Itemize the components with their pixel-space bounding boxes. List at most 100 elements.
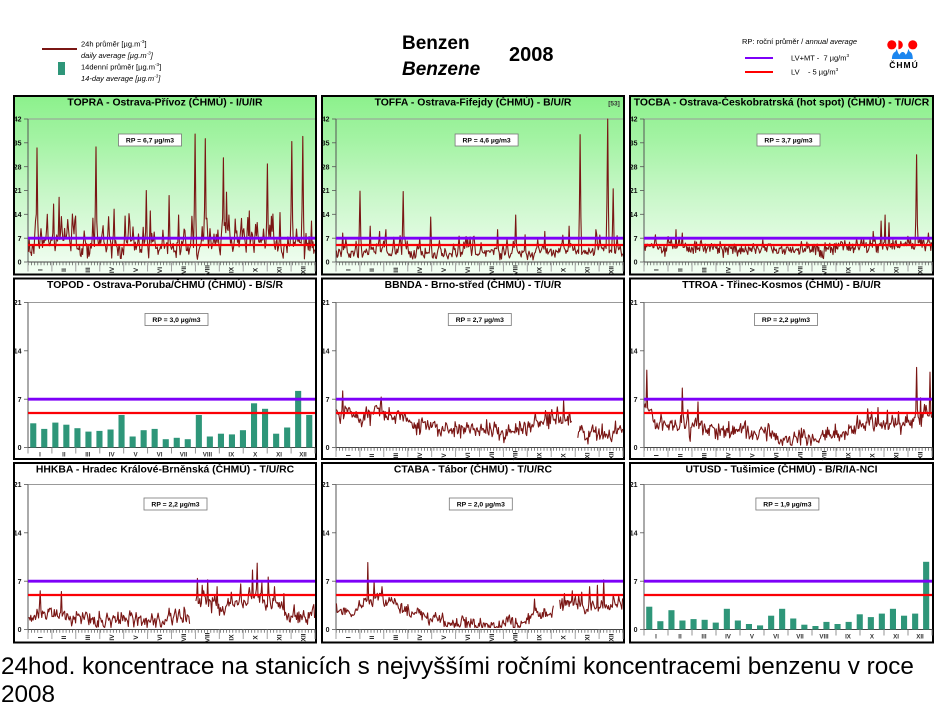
svg-text:21: 21 <box>14 300 22 307</box>
svg-text:BBNDA - Brno-střed (ČHMÚ) - T/: BBNDA - Brno-střed (ČHMÚ) - T/U/R <box>385 278 562 291</box>
svg-text:XII: XII <box>300 633 307 641</box>
svg-text:V: V <box>134 452 139 459</box>
svg-text:35: 35 <box>14 140 22 147</box>
svg-text:V: V <box>749 267 756 272</box>
svg-text:VII: VII <box>181 633 188 641</box>
svg-text:14: 14 <box>14 530 22 537</box>
svg-text:II: II <box>677 268 684 272</box>
svg-text:II: II <box>369 268 376 272</box>
svg-text:0: 0 <box>326 627 330 634</box>
svg-text:VII: VII <box>796 634 804 641</box>
svg-text:RP = 6,7 µg/m3: RP = 6,7 µg/m3 <box>126 138 174 145</box>
svg-text:VI: VI <box>773 634 779 641</box>
svg-text:28: 28 <box>14 164 22 171</box>
svg-text:I: I <box>345 636 352 638</box>
svg-text:VII: VII <box>489 633 496 641</box>
svg-text:X: X <box>561 267 568 272</box>
svg-text:VI: VI <box>465 452 472 458</box>
svg-text:VI: VI <box>773 267 780 273</box>
svg-text:III: III <box>85 267 92 273</box>
svg-text:21: 21 <box>322 482 330 489</box>
svg-text:HHKBA - Hradec Králové-Brněnsk: HHKBA - Hradec Králové-Brněnská (ČHMÚ) -… <box>36 463 295 476</box>
svg-text:14: 14 <box>322 348 330 355</box>
svg-text:TOPRA - Ostrava-Přívoz (ČHMÚ): TOPRA - Ostrava-Přívoz (ČHMÚ) - I/U/IR <box>67 96 263 109</box>
svg-text:42: 42 <box>14 117 22 124</box>
svg-text:VIII: VIII <box>821 265 828 275</box>
svg-text:I: I <box>37 269 44 271</box>
svg-text:21: 21 <box>630 300 638 307</box>
svg-text:28: 28 <box>322 164 330 171</box>
svg-text:[53]: [53] <box>608 101 620 108</box>
svg-text:TOPOD - Ostrava-Poruba/ČHMÚ (Č: TOPOD - Ostrava-Poruba/ČHMÚ (ČHMÚ) - B/S… <box>47 278 283 291</box>
svg-text:X: X <box>561 453 568 458</box>
svg-text:VIII: VIII <box>513 265 520 275</box>
svg-text:VII: VII <box>181 266 188 274</box>
svg-text:VIII: VIII <box>513 450 520 460</box>
svg-text:X: X <box>253 267 260 272</box>
svg-text:IV: IV <box>109 452 116 459</box>
svg-text:II: II <box>61 268 68 272</box>
svg-text:IX: IX <box>229 266 236 273</box>
svg-text:7: 7 <box>326 397 330 404</box>
svg-text:XI: XI <box>584 267 591 273</box>
svg-text:XII: XII <box>299 452 307 459</box>
svg-text:XII: XII <box>608 633 615 641</box>
svg-text:RP = 2,0 µg/m3: RP = 2,0 µg/m3 <box>457 502 505 509</box>
svg-text:I: I <box>345 269 352 271</box>
svg-text:7: 7 <box>634 397 638 404</box>
svg-text:XI: XI <box>893 267 900 273</box>
svg-text:CTABA - Tábor (ČHMÚ) - T/U/RC: CTABA - Tábor (ČHMÚ) - T/U/RC <box>394 463 553 476</box>
svg-text:21: 21 <box>322 188 330 195</box>
svg-text:RP = 2,7 µg/m3: RP = 2,7 µg/m3 <box>456 317 504 324</box>
svg-text:I: I <box>39 452 41 459</box>
svg-text:14: 14 <box>630 530 638 537</box>
svg-text:XII: XII <box>917 266 924 274</box>
svg-text:III: III <box>701 267 708 273</box>
svg-text:XI: XI <box>276 634 283 640</box>
svg-text:II: II <box>369 454 376 458</box>
svg-text:7: 7 <box>18 236 22 243</box>
svg-text:7: 7 <box>18 397 22 404</box>
svg-text:VII: VII <box>489 266 496 274</box>
svg-text:XI: XI <box>893 634 899 641</box>
svg-text:V: V <box>749 453 756 458</box>
svg-text:RP = 1,9 µg/m3: RP = 1,9 µg/m3 <box>763 502 811 509</box>
svg-text:III: III <box>393 267 400 273</box>
svg-text:0: 0 <box>326 445 330 452</box>
svg-text:V: V <box>133 635 140 640</box>
svg-text:14: 14 <box>322 530 330 537</box>
svg-text:7: 7 <box>326 236 330 243</box>
svg-text:VI: VI <box>465 634 472 640</box>
svg-text:V: V <box>750 634 755 641</box>
svg-text:IV: IV <box>109 634 116 641</box>
svg-text:RP = 2,2 µg/m3: RP = 2,2 µg/m3 <box>762 317 810 324</box>
svg-text:VIII: VIII <box>821 450 828 460</box>
svg-text:TOCBA - Ostrava-Českobratrská: TOCBA - Ostrava-Českobratrská (hot spot)… <box>634 96 930 109</box>
svg-text:VI: VI <box>157 634 164 640</box>
svg-text:I: I <box>37 636 44 638</box>
svg-text:VIII: VIII <box>205 632 212 642</box>
svg-text:III: III <box>393 635 400 641</box>
svg-text:IV: IV <box>725 634 732 641</box>
svg-text:VIII: VIII <box>819 634 829 641</box>
svg-text:I: I <box>653 269 660 271</box>
svg-text:21: 21 <box>630 188 638 195</box>
svg-text:0: 0 <box>18 445 22 452</box>
svg-text:X: X <box>253 635 260 640</box>
svg-text:IV: IV <box>417 266 424 273</box>
svg-text:VIII: VIII <box>203 452 213 459</box>
svg-text:IX: IX <box>845 266 852 273</box>
svg-text:X: X <box>869 453 876 458</box>
svg-text:X: X <box>869 267 876 272</box>
svg-text:XI: XI <box>584 452 591 458</box>
svg-text:X: X <box>253 452 258 459</box>
svg-text:XI: XI <box>893 452 900 458</box>
svg-text:VII: VII <box>180 452 188 459</box>
svg-text:42: 42 <box>322 117 330 124</box>
svg-text:14: 14 <box>630 348 638 355</box>
svg-text:TTROA - Třinec-Kosmos (ČHMÚ) -: TTROA - Třinec-Kosmos (ČHMÚ) - B/U/R <box>682 278 881 291</box>
svg-text:VII: VII <box>797 451 804 459</box>
svg-text:III: III <box>393 453 400 459</box>
svg-text:0: 0 <box>634 445 638 452</box>
svg-text:IX: IX <box>845 452 852 459</box>
